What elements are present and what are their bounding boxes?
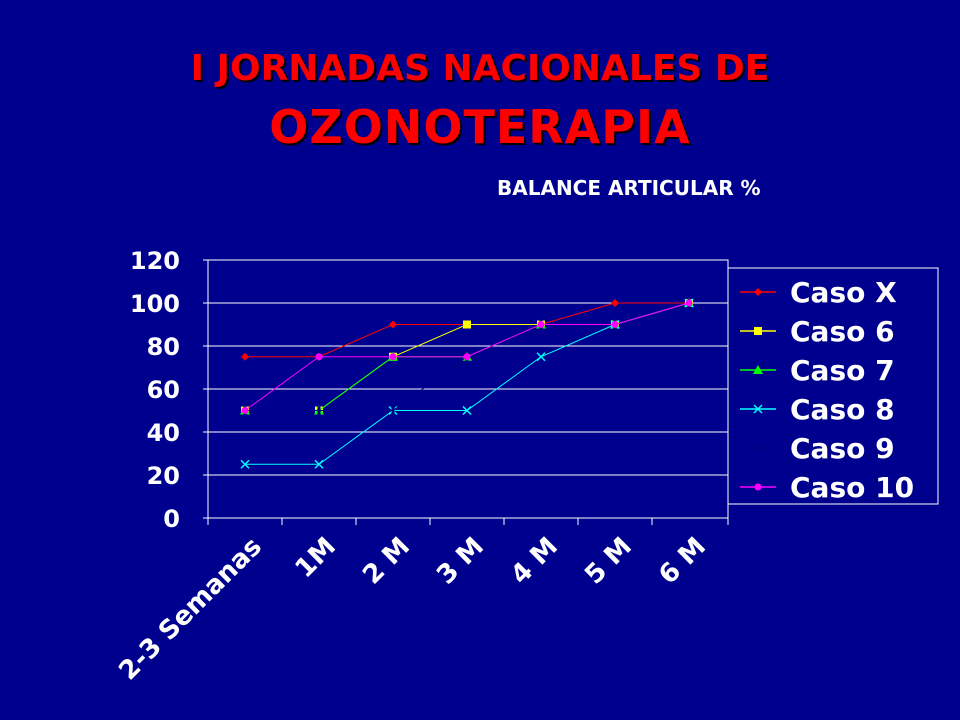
y-tick-label: 0 — [163, 505, 180, 533]
data-point — [537, 321, 545, 328]
x-tick-label: 4 M — [505, 532, 564, 591]
series-line — [245, 302, 689, 358]
y-tick-label: 80 — [147, 333, 180, 361]
data-point — [241, 352, 249, 361]
data-point — [389, 353, 397, 361]
legend-label: Caso 6 — [790, 315, 895, 348]
legend-label: Caso 8 — [790, 393, 895, 426]
data-point — [611, 299, 619, 307]
data-point — [315, 353, 323, 361]
legend-label: Caso X — [790, 276, 897, 309]
data-point — [753, 365, 763, 374]
data-point — [317, 406, 321, 415]
data-point — [462, 405, 472, 416]
data-point — [241, 407, 249, 414]
data-point — [240, 459, 250, 469]
data-point — [756, 444, 760, 452]
data-point — [391, 406, 395, 415]
data-point — [685, 299, 693, 307]
data-point — [753, 404, 763, 414]
y-tick-label: 100 — [130, 290, 180, 318]
y-tick-label: 40 — [147, 419, 180, 447]
x-tick-label: 6 M — [653, 532, 712, 591]
legend-label: Caso 9 — [790, 432, 895, 465]
x-tick-label: 3 M — [431, 532, 490, 591]
y-tick-label: 20 — [147, 462, 180, 490]
data-point — [463, 353, 471, 361]
legend-label: Caso 10 — [790, 471, 914, 504]
x-tick-label: 2 M — [357, 532, 416, 591]
data-point — [314, 459, 324, 469]
data-point — [754, 327, 762, 335]
data-point — [611, 321, 619, 328]
data-point — [463, 320, 471, 329]
chart-title: BALANCE ARTICULAR % — [497, 176, 761, 200]
page-title-line1: I JORNADAS NACIONALES DE — [190, 48, 770, 89]
legend-label: Caso 7 — [790, 354, 895, 387]
data-point — [754, 288, 762, 296]
y-tick-label: 120 — [130, 247, 180, 275]
x-tick-label: 5 M — [579, 532, 638, 591]
data-point — [536, 352, 546, 362]
legend — [727, 267, 939, 505]
page-title-line2: OZONOTERAPIA — [269, 100, 691, 154]
x-tick-label: 1M — [290, 532, 342, 584]
y-tick-label: 60 — [147, 376, 180, 404]
data-point — [754, 483, 762, 491]
x-tick-label: 2-3 Semanas — [113, 532, 268, 687]
data-point — [389, 320, 397, 329]
